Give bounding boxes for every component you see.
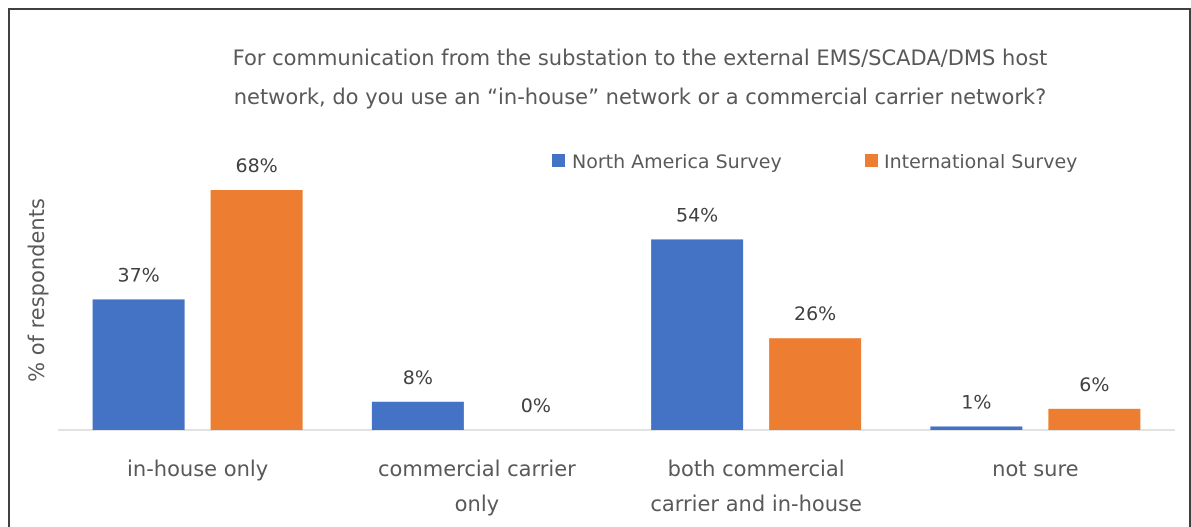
x-tick-label-category-2-line-0: both commercial — [668, 457, 845, 481]
data-label-series-0-category-2: 54% — [676, 204, 718, 226]
bar-series-0-category-3 — [930, 426, 1023, 430]
chart-title-line-2: network, do you use an “in-house” networ… — [234, 85, 1047, 109]
x-tick-label-category-3-line-0: not sure — [992, 457, 1078, 481]
bar-series-0-category-0 — [92, 299, 185, 430]
legend-label-north-america: North America Survey — [572, 151, 782, 173]
x-tick-label-category-1-line-1: only — [455, 492, 499, 516]
data-label-series-0-category-0: 37% — [118, 264, 160, 286]
x-tick-label-category-1-line-0: commercial carrier — [378, 457, 576, 481]
data-label-series-0-category-3: 1% — [961, 391, 991, 413]
x-tick-label-category-2-line-1: carrier and in-house — [650, 492, 862, 516]
bar-series-1-category-3 — [1048, 408, 1141, 430]
legend-swatch-international — [865, 154, 878, 167]
chart-frame — [8, 8, 1191, 527]
y-axis-label: % of respondents — [25, 198, 49, 382]
data-label-series-1-category-3: 6% — [1079, 374, 1109, 396]
bars-group — [92, 190, 1141, 430]
x-tick-label-category-0-line-0: in-house only — [127, 457, 268, 481]
data-labels-group: 37% 68% 8% 0% 54% 26% 1% 6% — [118, 155, 1110, 417]
chart-title-line-1: For communication from the substation to… — [233, 46, 1048, 70]
bar-series-1-category-2 — [769, 338, 862, 430]
legend-swatch-north-america — [552, 154, 565, 167]
x-tick-labels-group: in-house only commercial carrier only both … — [127, 457, 1079, 516]
legend: North America Survey International Surve… — [552, 151, 1077, 173]
bar-series-0-category-1 — [371, 401, 464, 430]
data-label-series-0-category-1: 8% — [403, 367, 433, 389]
legend-label-international: International Survey — [884, 151, 1077, 173]
data-label-series-1-category-1: 0% — [521, 395, 551, 417]
bar-series-0-category-2 — [651, 239, 744, 430]
data-label-series-1-category-2: 26% — [794, 303, 836, 325]
data-label-series-1-category-0: 68% — [236, 155, 278, 177]
chart-title: For communication from the substation to… — [233, 46, 1048, 109]
bar-series-1-category-0 — [210, 190, 303, 430]
